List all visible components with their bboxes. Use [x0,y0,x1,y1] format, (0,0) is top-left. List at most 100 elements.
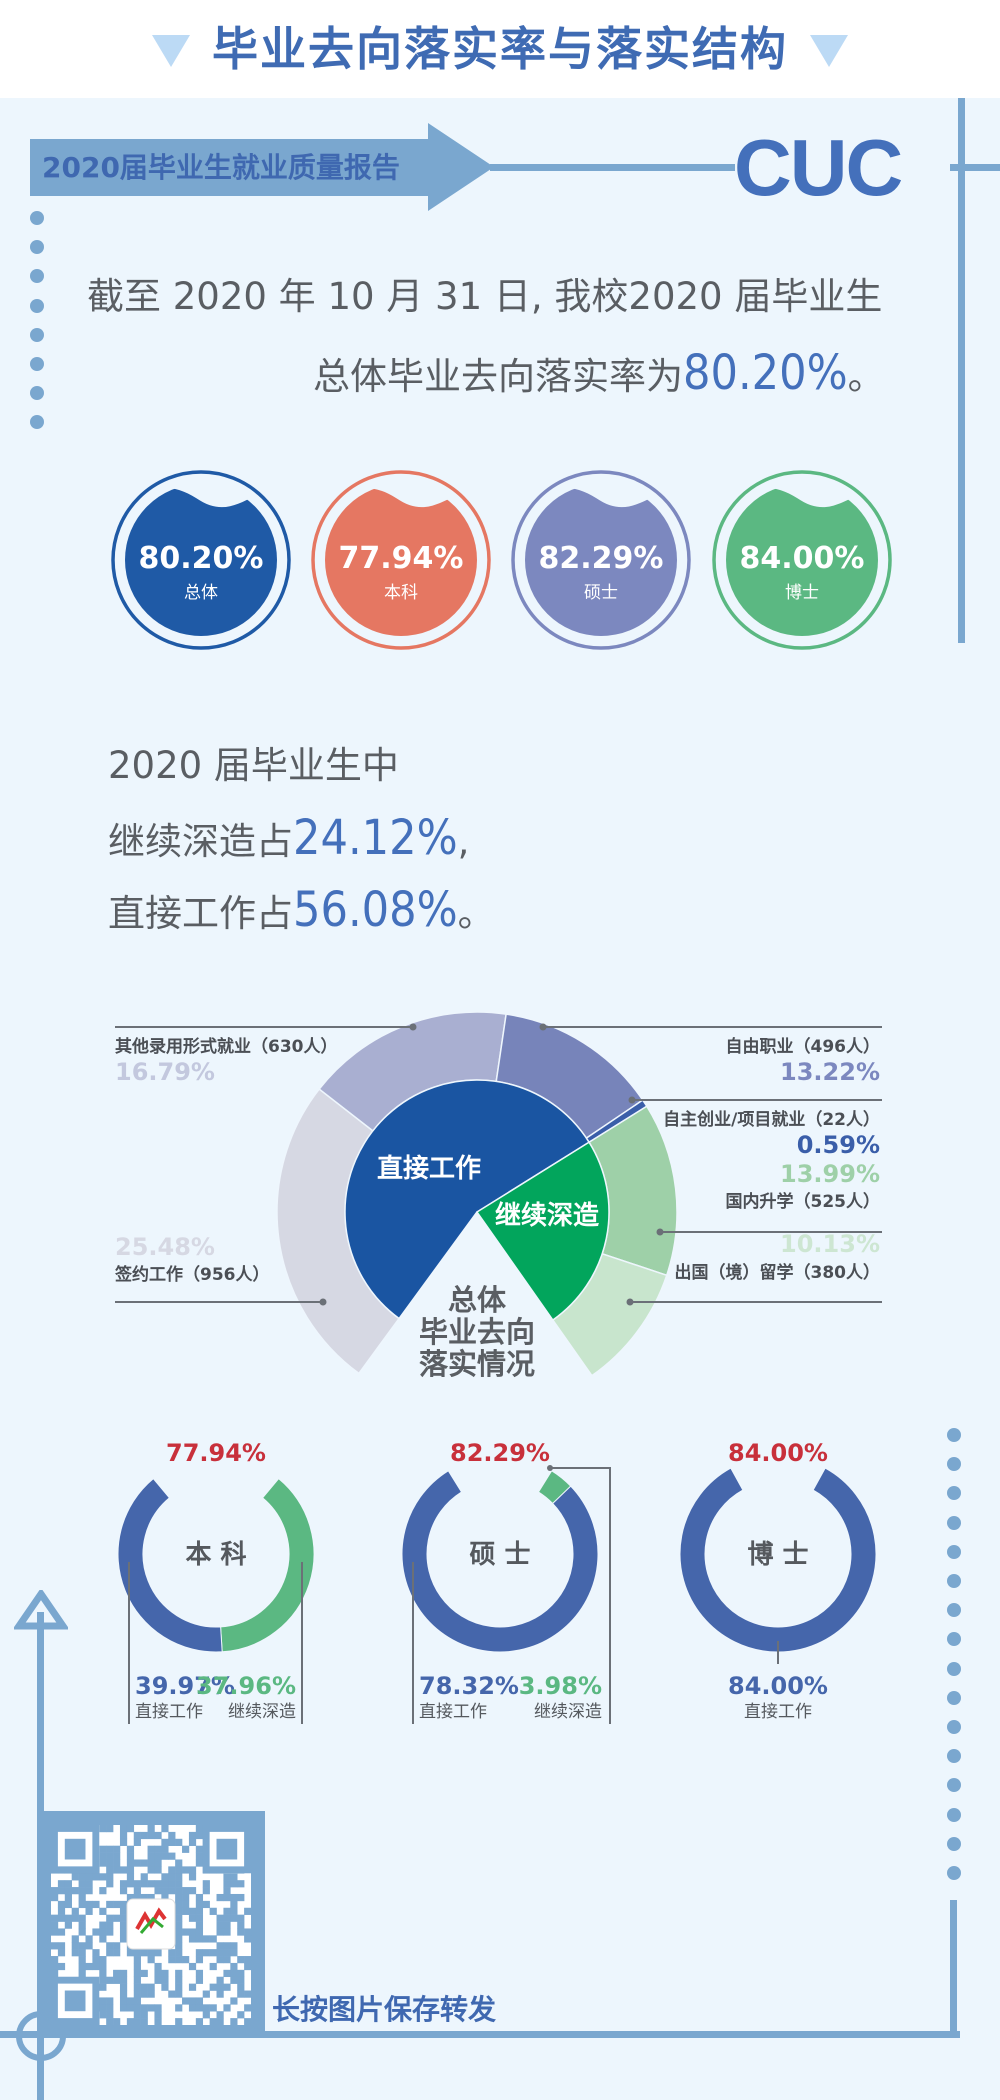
cuc-logo: CUC [734,123,903,212]
dot [947,1457,961,1472]
divider-line [490,164,735,171]
bubble-value: 84.00% [740,541,865,576]
leader-dot [539,1023,547,1031]
bubble-value: 82.29% [539,541,664,576]
triangle-down-icon [152,34,190,67]
summary-line-2: 继续深造占24.12%, [108,802,495,874]
donut-percent: 39.97% [135,1672,235,1700]
rate-bubble-3: 84.00% 博士 [712,470,892,650]
segment-label: 出国（境）留学（380人） [675,1262,881,1283]
frame-line-right [958,98,965,643]
punctuation: 。 [457,892,495,935]
segment-label: 签约工作（956人） [114,1264,270,1285]
bubble-label: 本科 [384,583,418,603]
frame-tick [950,164,1000,171]
punctuation: , [457,820,470,863]
qr-code-pattern [51,1825,252,2026]
leader-dot [409,1023,417,1031]
dot [947,1544,961,1559]
donut-category: 直接工作 [744,1702,812,1722]
donut-percent: 78.32% [419,1672,519,1700]
donut-percent: 3.98% [519,1672,602,1700]
dot [947,1749,961,1764]
chart-title: 落实情况 [419,1347,535,1381]
donut-category: 继续深造 [534,1702,602,1722]
summary-text: 继续深造占 [108,820,293,863]
donut-total: 77.94% [166,1439,266,1467]
dot [947,1603,961,1618]
leader-dot [319,1298,327,1306]
leader-dot [626,1298,634,1306]
dot [947,1515,961,1530]
report-label: 2020届毕业生就业质量报告 [42,151,400,184]
rate-bubble-1: 77.94% 本科 [311,470,491,650]
bubble-value: 77.94% [339,541,464,576]
donut-title: 本 科 [185,1540,246,1570]
donut-percent: 84.00% [728,1672,828,1700]
donut-title: 博 士 [747,1540,808,1570]
segment-percent: 16.79% [115,1058,215,1086]
arrow-right-icon [428,123,494,211]
dot [30,269,44,284]
inner-label: 继续深造 [495,1200,599,1231]
leader-dot [656,1228,664,1236]
dot [30,386,44,401]
donut-total: 84.00% [728,1439,828,1467]
segment-label: 其他录用形式就业（630人） [115,1036,338,1057]
segment-percent: 0.59% [797,1131,880,1159]
triangle-down-icon [810,34,848,67]
segment-percent: 13.22% [780,1058,880,1086]
dot [947,1807,961,1822]
segment-label: 国内升学（525人） [726,1191,881,1212]
donut-博士: 博 士84.00%84.00%直接工作 [679,1439,877,1722]
summary-text: 直接工作占 [108,892,293,935]
frame-line-bottom [0,2031,960,2038]
dot [947,1690,961,1705]
inner-segment [475,1141,610,1322]
donut-title: 硕 士 [469,1540,530,1570]
segment-percent: 10.13% [780,1230,880,1258]
dot [947,1661,961,1676]
dot [30,298,44,313]
donut-total: 82.29% [450,1439,550,1467]
bubble-value: 80.20% [139,541,264,576]
inner-label: 直接工作 [377,1154,481,1184]
summary-text: 2020 届毕业生中 继续深造占24.12%, 直接工作占56.08%。 [108,730,495,946]
donut-segment [679,1467,877,1653]
segment-percent: 13.99% [780,1160,880,1188]
donut-硕士: 硕 士 82.29% 78.32%直接工作 3.98%继续深造 [401,1439,611,1724]
dot [30,357,44,371]
donut-percent: 37.96% [196,1672,296,1700]
qr-code[interactable] [37,1811,265,2037]
dot [30,415,44,430]
donut-category: 直接工作 [135,1702,203,1722]
dot [947,1428,961,1442]
donut-category: 继续深造 [228,1702,296,1722]
dot [947,1486,961,1501]
leader-dot [628,1096,636,1104]
inner-segment [344,1079,591,1320]
dot [30,211,44,225]
dot [947,1836,961,1851]
dot [30,327,44,342]
page-title-text: 毕业去向落实率与落实结构 [212,22,788,76]
arrow-up-icon [14,1590,68,1630]
rate-bubbles: 80.20% 总体 77.94% 本科 82.29% 硕士 84.00% 博士 [111,470,892,650]
dot [30,240,44,255]
intro-line-1: 截至 2020 年 10 月 31 日, 我校2020 届毕业生 [87,275,883,318]
rate-bubble-2: 82.29% 硕士 [511,470,691,650]
further-study-rate: 24.12% [293,810,458,866]
donut-category: 直接工作 [419,1702,487,1722]
dot [947,1866,961,1880]
dot [947,1720,961,1734]
segment-percent: 25.48% [115,1233,215,1261]
bubble-label: 博士 [785,583,819,603]
rate-bubble-0: 80.20% 总体 [111,470,291,650]
dot [947,1778,961,1793]
qr-caption: 长按图片保存转发 [272,1993,497,2026]
chart-title: 总体 [448,1283,507,1317]
dot [947,1574,961,1588]
